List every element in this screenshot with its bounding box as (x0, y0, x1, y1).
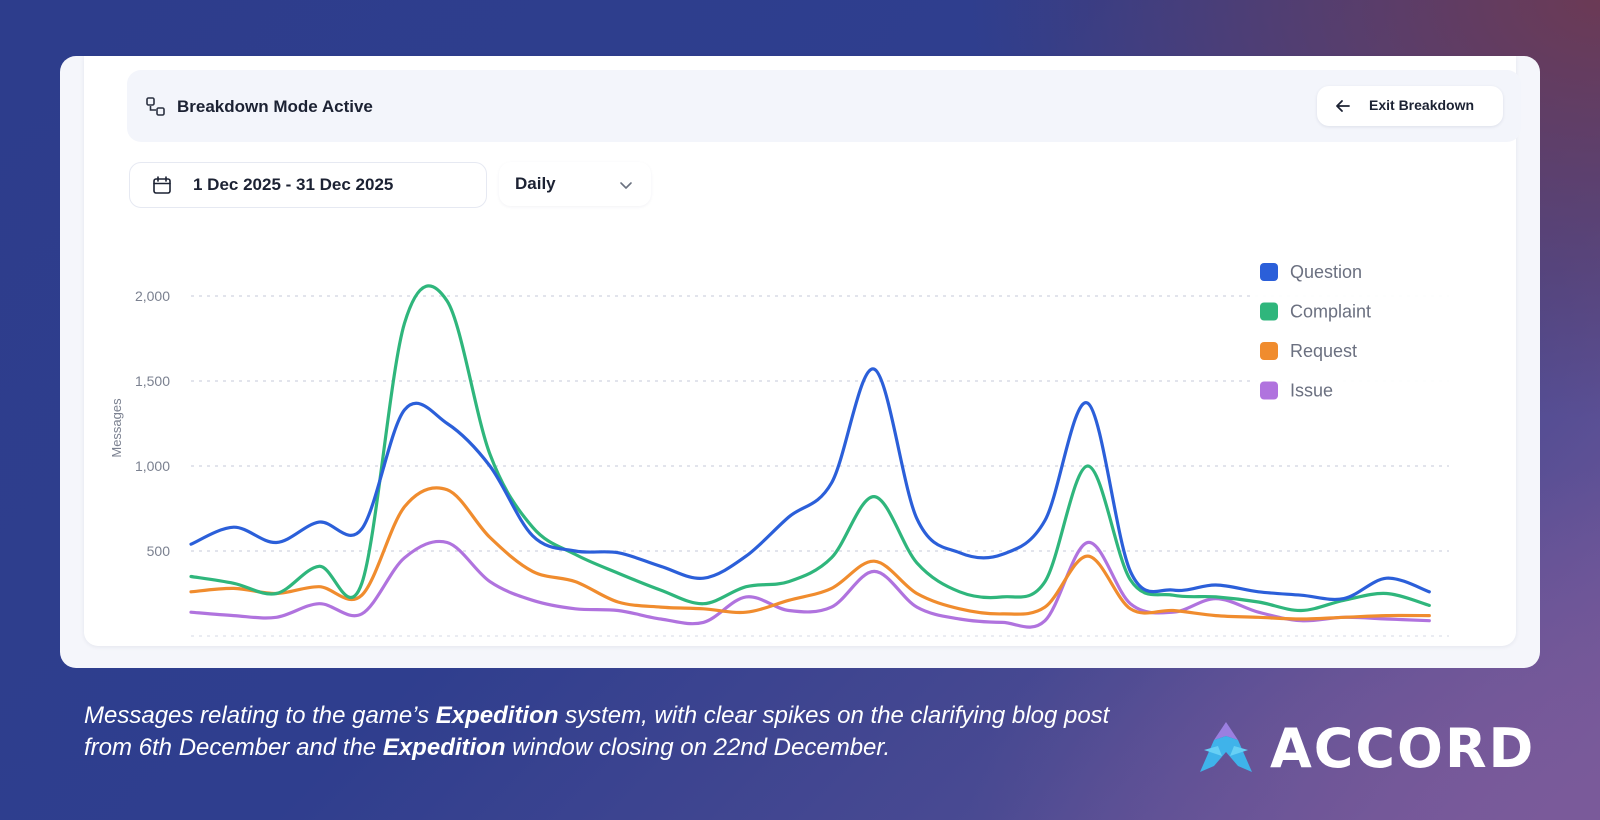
series-line-issue (189, 539, 1431, 629)
x-tick-label: 1 Dec (173, 645, 210, 646)
y-tick-label: 500 (147, 543, 171, 559)
legend-swatch-issue (1260, 381, 1278, 400)
chart-panel: Breakdown Mode Active Exit Breakdown 1 D… (84, 56, 1521, 646)
series-line-complaint (189, 284, 1431, 613)
x-tick-label: 28 Dec (1322, 645, 1366, 646)
caption-bold-2: Expedition (382, 734, 506, 761)
y-axis-label: Messages (109, 398, 124, 458)
legend-label-issue: Issue (1290, 381, 1333, 401)
x-tick-label: 19 Dec (937, 645, 981, 646)
caption: Messages relating to the game’s Expediti… (84, 700, 1144, 764)
legend-swatch-question (1260, 263, 1278, 281)
x-tick-label: 4 Dec (301, 645, 338, 646)
legend-label-complaint: Complaint (1290, 302, 1371, 322)
accord-logo-icon (1200, 722, 1252, 772)
date-range-value: 1 Dec 2025 - 31 Dec 2025 (193, 175, 394, 194)
exit-breakdown-button[interactable]: Exit Breakdown (1317, 86, 1503, 126)
calendar-icon (153, 176, 171, 194)
x-tick-label: 13 Dec (681, 645, 725, 646)
x-tick-label: 7 Dec (429, 645, 466, 646)
caption-text-2: system, with clear spikes on the clarify… (84, 702, 1110, 761)
breakdown-mode-bar: Breakdown Mode Active Exit Breakdown (127, 70, 1521, 142)
chevron-down-icon (620, 182, 632, 189)
series-line-question (189, 367, 1431, 602)
legend-background (1250, 256, 1450, 416)
x-tick-label: 16 Dec (809, 645, 853, 646)
granularity-value: Daily (515, 174, 556, 193)
date-range-picker[interactable]: 1 Dec 2025 - 31 Dec 2025 (129, 162, 487, 208)
accord-logo: ACCORD (1198, 718, 1540, 780)
breakdown-mode-label: Breakdown Mode Active (177, 97, 373, 116)
caption-text-1: Messages relating to the game’s (84, 702, 436, 729)
chart-card: Breakdown Mode Active Exit Breakdown 1 D… (60, 56, 1540, 668)
x-tick-label: 22 Dec (1066, 645, 1110, 646)
caption-bold-1: Expedition (435, 702, 559, 729)
legend-label-request: Request (1290, 341, 1357, 361)
legend-swatch-complaint (1260, 302, 1278, 321)
y-tick-label: 1,500 (135, 373, 170, 389)
arrow-left-icon (1336, 100, 1350, 112)
x-tick-label: 25 Dec (1194, 645, 1238, 646)
x-tick-label: 10 Dec (553, 645, 597, 646)
exit-breakdown-label: Exit Breakdown (1369, 97, 1475, 113)
breakdown-icon (146, 97, 165, 116)
legend-label-question: Question (1290, 262, 1362, 282)
y-tick-label: 2,000 (135, 288, 170, 304)
legend-swatch-request (1260, 342, 1278, 360)
series-line-request (189, 486, 1431, 621)
brand-name: ACCORD (1270, 717, 1536, 780)
messages-line-chart: 500 1,000 1,500 2,000 1 Dec 4 Dec 7 Dec 10 Dec 1… (109, 256, 1450, 646)
y-tick-label: 1,000 (135, 458, 170, 474)
caption-text-3: window closing on 22nd December. (505, 734, 891, 761)
granularity-select[interactable]: Daily (499, 162, 651, 206)
